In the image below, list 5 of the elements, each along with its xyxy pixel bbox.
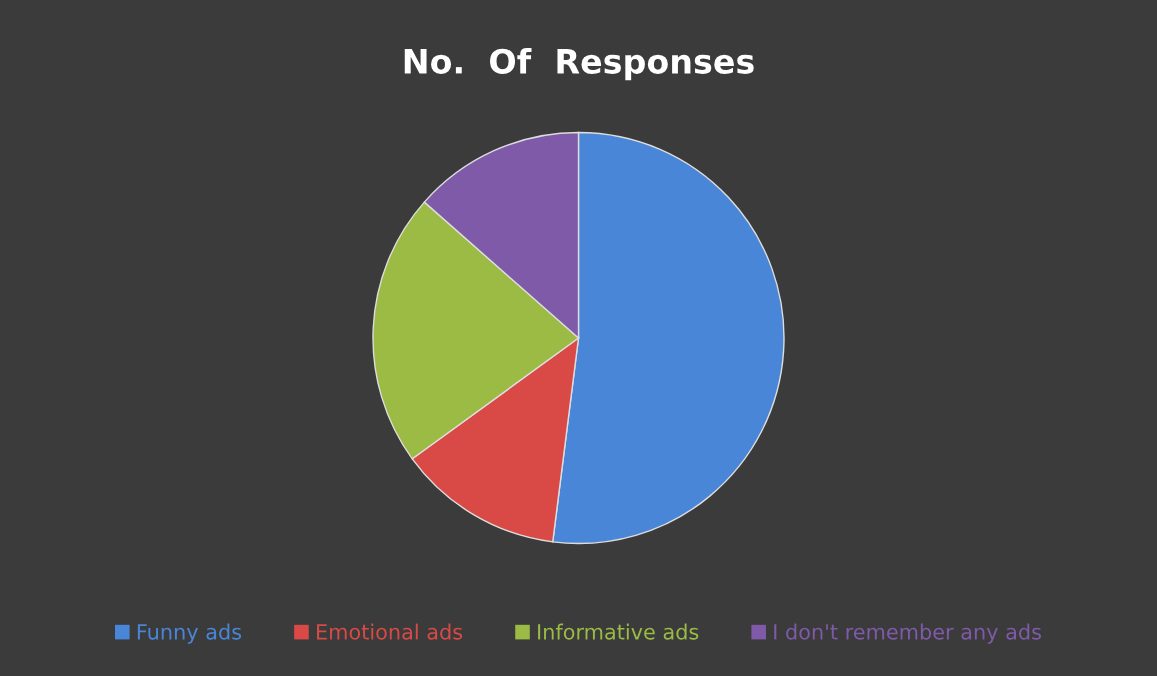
legend-label: I don't remember any ads [774, 623, 1041, 644]
legend-label: Emotional ads [317, 623, 463, 640]
legend-label: Informative ads [538, 623, 699, 640]
legend-label: Funny ads [137, 623, 242, 644]
chart-title: No. Of Responses [404, 48, 754, 81]
